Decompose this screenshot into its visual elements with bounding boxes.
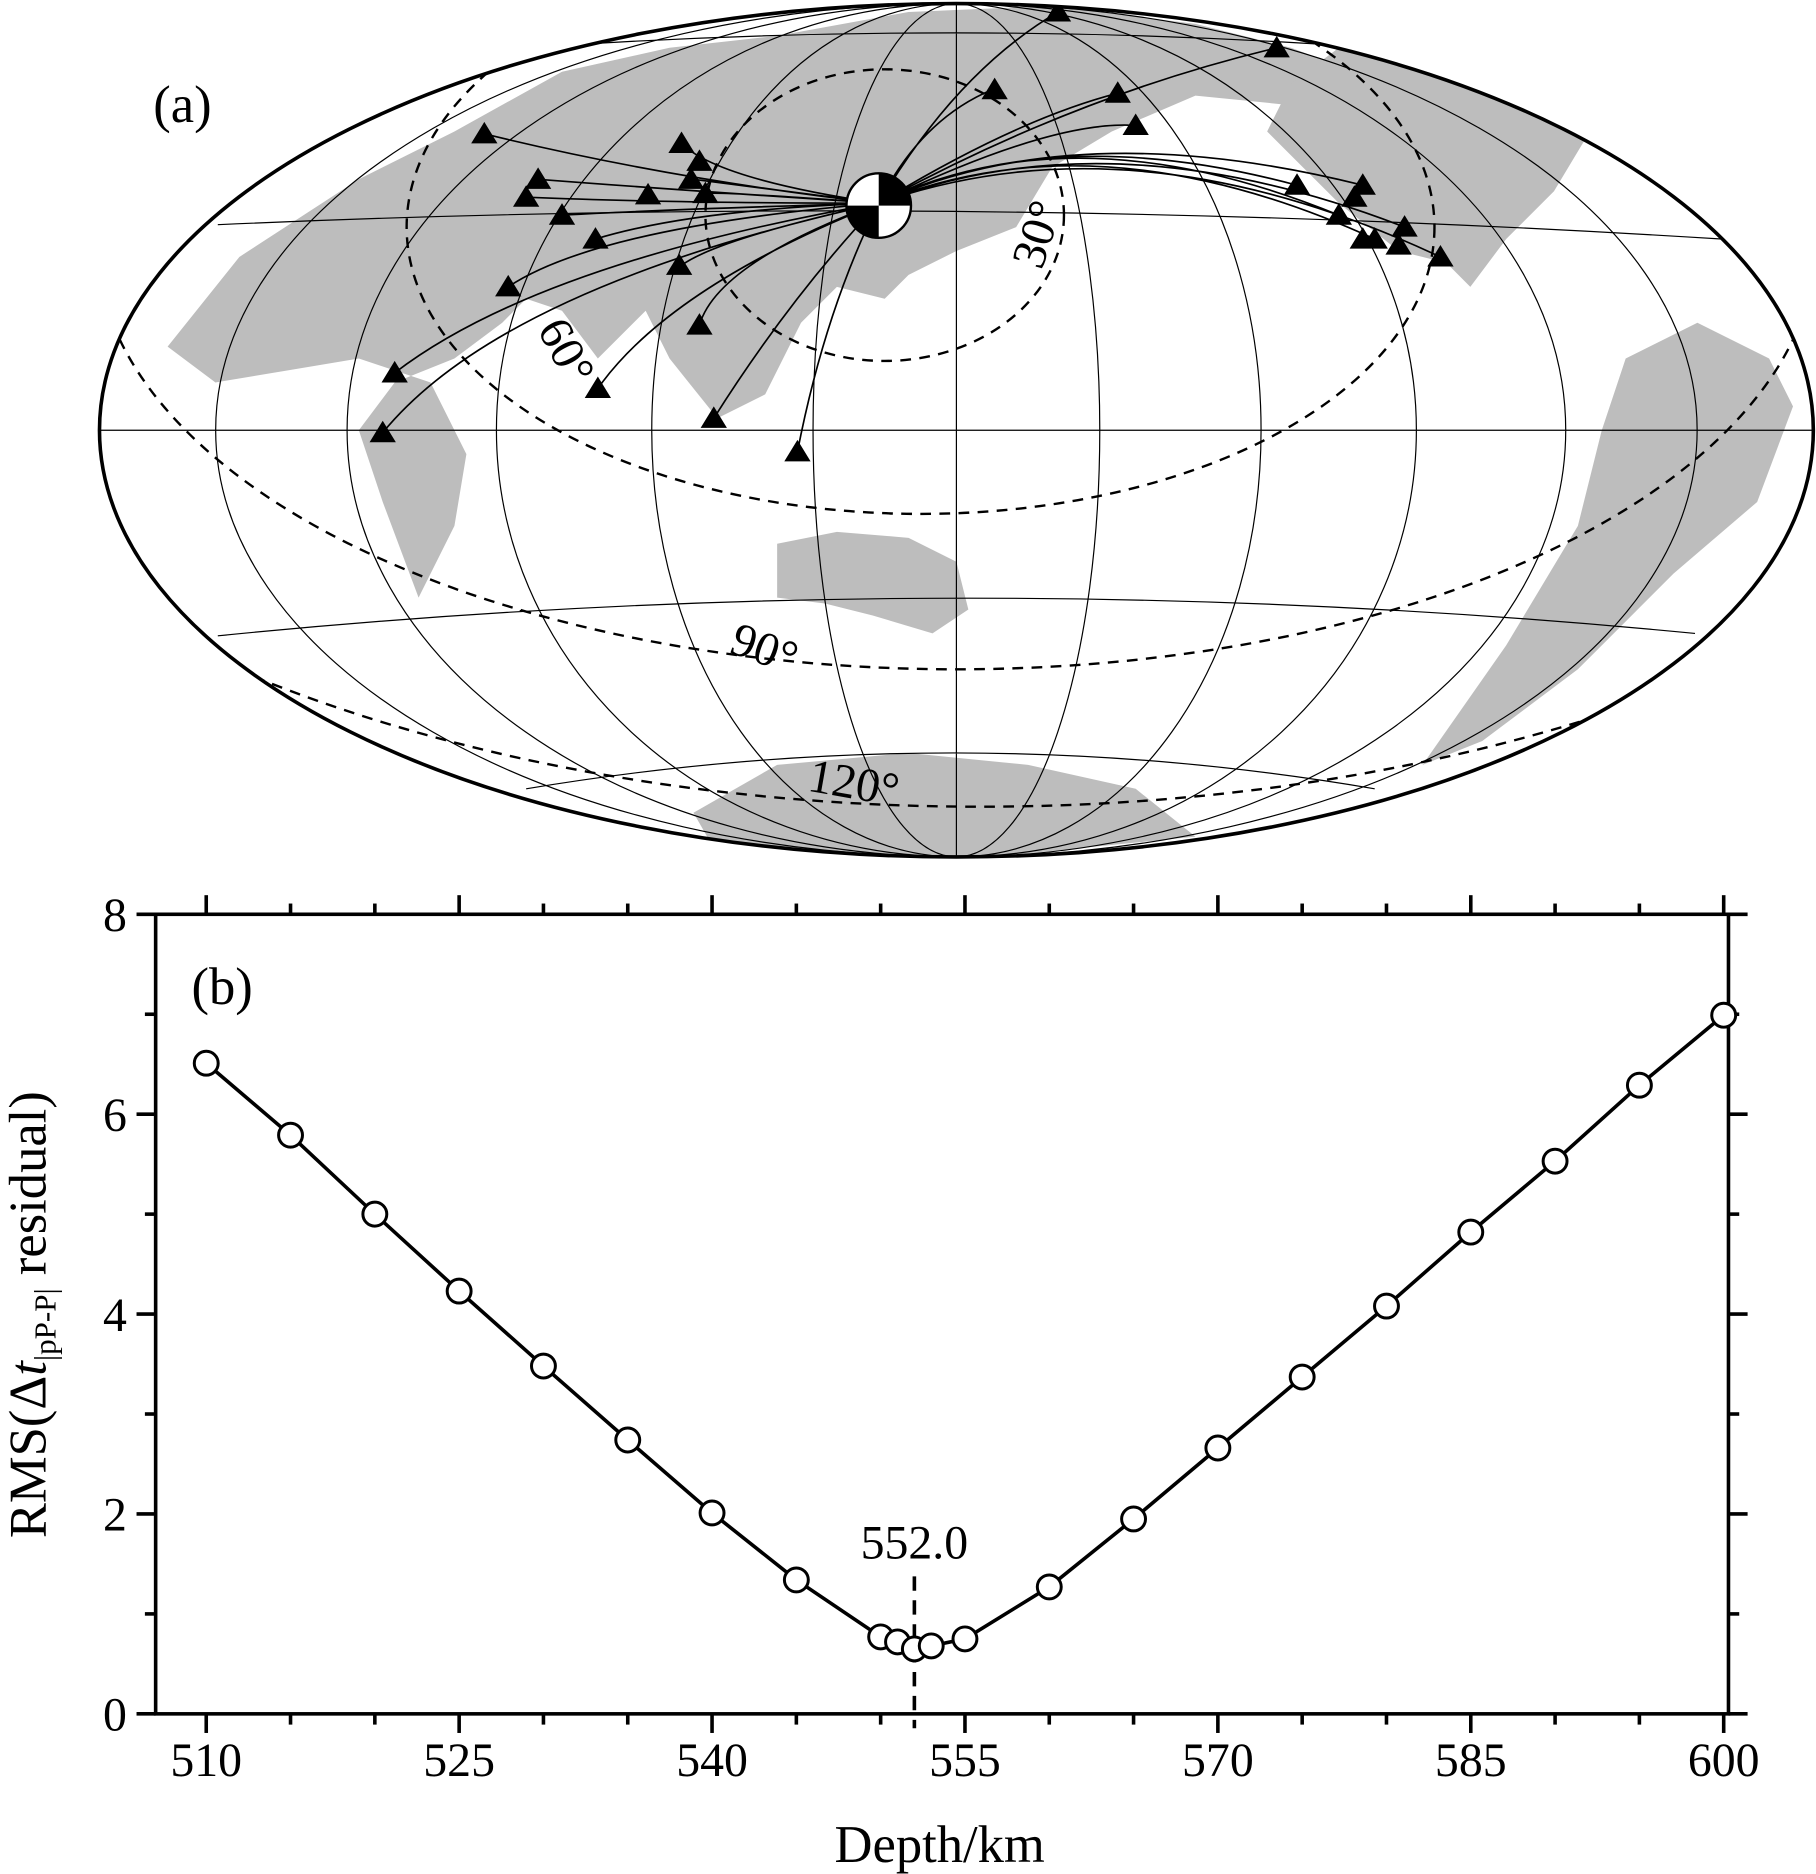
contour-label: 90° <box>724 612 805 685</box>
data-point <box>1625 1071 1653 1099</box>
x-tick-label: 570 <box>1182 1734 1254 1787</box>
focal-mechanism <box>845 172 913 240</box>
data-point <box>698 1499 726 1527</box>
data-point <box>361 1200 389 1228</box>
panel-label: (a) <box>153 76 211 134</box>
land <box>167 5 1387 598</box>
data-point <box>445 1277 473 1305</box>
graticule <box>99 3 1814 857</box>
chart: (b) Depth/km RMS(Δt|pP-P| residual) 510 5… <box>0 889 1760 1874</box>
y-axis-label: RMS(Δt|pP-P| residual) <box>0 1091 62 1538</box>
x-tick-label: 555 <box>929 1734 1001 1787</box>
y-label-part: |pP-P| <box>27 1288 62 1361</box>
x-tick-label: 585 <box>1435 1734 1507 1787</box>
x-axis-label: Depth/km <box>835 1816 1045 1874</box>
y-label-part: RMS(Δ <box>0 1376 58 1538</box>
panel-label: (b) <box>192 958 253 1016</box>
y-label-part: t <box>0 1360 58 1376</box>
data-point <box>1457 1218 1485 1246</box>
data-point <box>1204 1434 1232 1462</box>
data-point <box>192 1049 220 1077</box>
x-tick-label: 525 <box>423 1734 495 1787</box>
plot-frame <box>153 912 1731 1716</box>
data-point <box>917 1632 945 1660</box>
y-tick-label: 8 <box>103 889 127 942</box>
data-point <box>277 1121 304 1149</box>
data-point <box>530 1352 557 1380</box>
y-tick-label: 4 <box>103 1289 127 1342</box>
land <box>777 531 969 634</box>
data-point <box>1710 1001 1738 1029</box>
y-tick-label: 0 <box>103 1689 127 1742</box>
data-point <box>614 1426 642 1454</box>
map-frame <box>97 1 1816 859</box>
annotation-label: 552.0 <box>861 1516 969 1569</box>
data-point <box>1288 1363 1316 1391</box>
y-label-part: residual) <box>0 1091 58 1288</box>
data-point <box>1120 1505 1148 1533</box>
y-tick-label: 6 <box>103 1089 127 1142</box>
x-tick-label: 540 <box>676 1734 748 1787</box>
map-body <box>167 5 1794 857</box>
data-point <box>1541 1147 1569 1175</box>
data-point <box>951 1625 979 1653</box>
land <box>1422 322 1794 765</box>
y-tick-label: 2 <box>103 1489 127 1542</box>
data-point <box>1373 1292 1400 1320</box>
data-point <box>782 1566 810 1594</box>
map: (a) 30° 60° 90° 120° <box>97 1 1816 859</box>
x-tick-label: 510 <box>170 1734 242 1787</box>
data-point <box>1035 1573 1063 1601</box>
land <box>693 752 1196 857</box>
x-tick-label: 600 <box>1688 1734 1760 1787</box>
